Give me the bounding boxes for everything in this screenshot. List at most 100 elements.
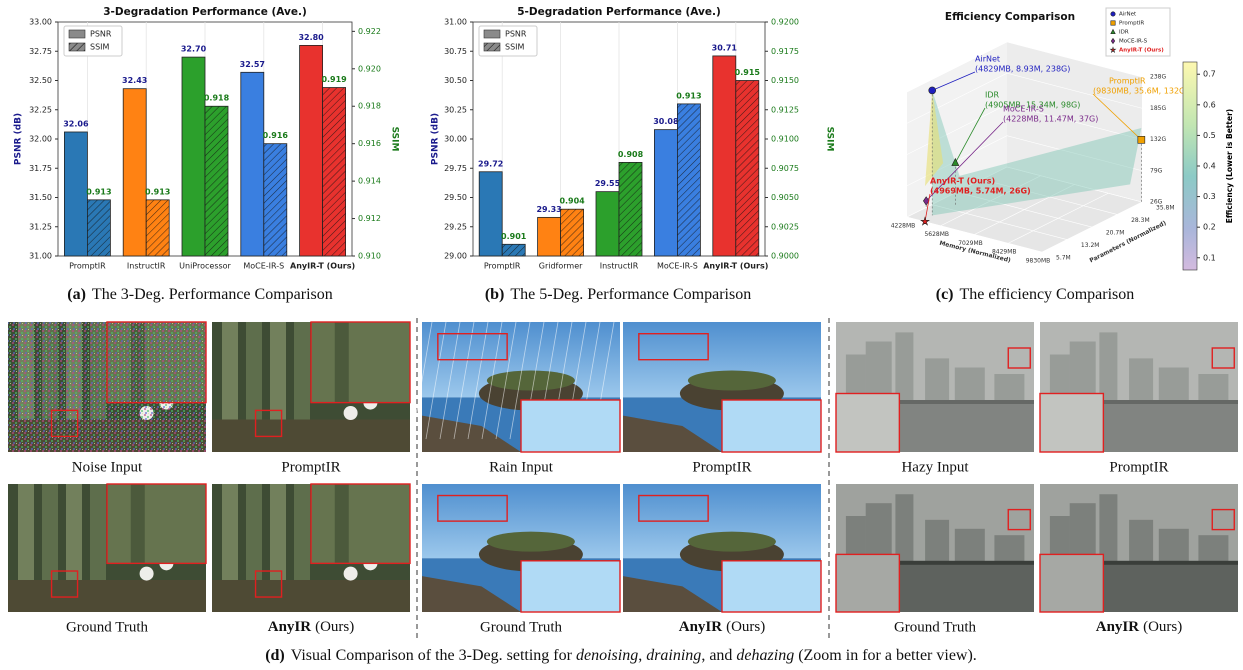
image [623,484,821,612]
colorbar-tick-label: 0.4 [1203,162,1216,171]
bar [479,172,502,256]
zoom-inset [836,394,899,453]
zoom-inset [311,484,410,563]
z-tick-label: 185G [1150,105,1166,112]
method-name: AnyIR [679,619,723,635]
y-axis-label: PSNR (dB) [14,113,24,165]
x-tick-label: UniProcessor [179,262,231,271]
image-label: Ground Truth [894,619,977,635]
caption-label: (a) [67,286,86,303]
y-tick-label: 31.00 [444,18,467,27]
bridge [1099,561,1238,565]
x-tick-label: AnyIR-T (Ours) [703,262,768,271]
zoom-inset [1040,394,1103,453]
image-label: PromptIR [1109,459,1168,475]
image [212,322,410,452]
value-label: 0.913 [145,187,170,196]
bar [300,45,323,256]
annotation: (4228MB, 11.47M, 37G) [1003,115,1098,124]
image [422,484,620,612]
colorbar [1183,62,1197,270]
bar [596,192,619,256]
method-suffix: (Ours) [726,619,765,635]
y-tick-label: 5.7M [1056,255,1071,262]
image [8,322,206,452]
bar-hatch [205,106,228,256]
y2-tick-label: 0.9075 [771,164,799,173]
annotation: MoCE-IR-S [1003,105,1044,114]
value-label: 29.33 [536,205,561,214]
y-tick-label: 33.00 [29,18,52,27]
bar-hatch [87,200,110,256]
x-tick-label: InstructIR [600,262,639,271]
y-tick-label: 31.25 [29,222,52,231]
image-label: AnyIR(Ours) [1096,619,1183,635]
image [1040,484,1238,612]
x-tick-label: MoCE-IR-S [243,262,284,271]
ground [212,580,410,612]
legend-label: IDR [1119,30,1129,36]
y-tick-label: 31.00 [29,252,52,261]
value-label: 0.913 [676,91,701,100]
building [1099,494,1117,563]
x-tick-label: 9830MB [1026,258,1051,265]
value-label: 0.915 [735,68,761,77]
chart-title: Efficiency Comparison [945,11,1075,23]
image [412,322,620,452]
colorbar-tick-label: 0.2 [1203,223,1216,232]
colorbar-label: Efficiency (Lower is Better) [1225,109,1234,223]
caption-text: denoising [576,647,638,664]
figure: 3-Degradation Performance (Ave.) 31.00 31.… [0,0,1243,670]
y2-tick-label: 0.912 [358,214,381,223]
caption-text: The 3-Deg. Performance Comparison [92,286,333,303]
y2-tick-label: 0.9150 [771,76,799,85]
image [212,484,410,612]
y2-tick-label: 0.9100 [771,135,799,144]
caption-text: The 5-Deg. Performance Comparison [510,286,751,303]
bar-hatch [561,209,584,256]
y-tick-label: 35.8M [1156,205,1175,212]
value-label: 29.72 [478,159,503,168]
image-label: Ground Truth [480,619,563,635]
caption-text: , [638,647,646,664]
y-tick-label: 29.00 [444,252,467,261]
y-tick-label: 28.3M [1131,217,1150,224]
bar [241,72,264,256]
x-tick-label: MoCE-IR-S [657,262,698,271]
building [895,494,913,563]
caption-label: (c) [936,286,954,303]
caption-text: , and [701,647,736,664]
chart-title: 3-Degradation Performance (Ave.) [103,6,307,18]
y2-tick-label: 0.9025 [771,222,799,231]
y-tick-label: 13.2M [1081,242,1100,249]
flower [140,567,154,581]
value-label: 0.913 [86,187,111,196]
annotation: AirNet [975,55,1000,64]
legend-label: SSIM [90,43,110,52]
point [929,87,936,94]
rock-top [487,532,575,552]
y-tick-label: 31.75 [29,164,52,173]
y2-tick-label: 0.9200 [771,18,799,27]
bar-hatch [146,200,169,256]
building [955,529,985,564]
zoom-inset [311,322,410,403]
chart-title: 5-Degradation Performance (Ave.) [517,6,721,18]
value-label: 0.916 [263,131,289,140]
y-tick-label: 29.50 [444,193,467,202]
zoom-detail [131,484,145,563]
legend-label: MoCE-IR-S [1119,39,1148,45]
y-tick-label: 29.75 [444,164,467,173]
image [623,322,821,452]
y2-tick-label: 0.9050 [771,193,799,202]
flower [344,406,358,420]
point [1111,38,1115,43]
zoom-detail [335,322,349,403]
point [1111,21,1115,25]
legend-hatch [69,43,85,51]
y-tick-label: 30.00 [444,135,467,144]
building [1159,529,1189,564]
annotation: (4829MB, 8.93M, 238G) [975,65,1070,74]
y2-tick-label: 0.9175 [771,47,799,56]
legend-swatch [69,30,85,38]
